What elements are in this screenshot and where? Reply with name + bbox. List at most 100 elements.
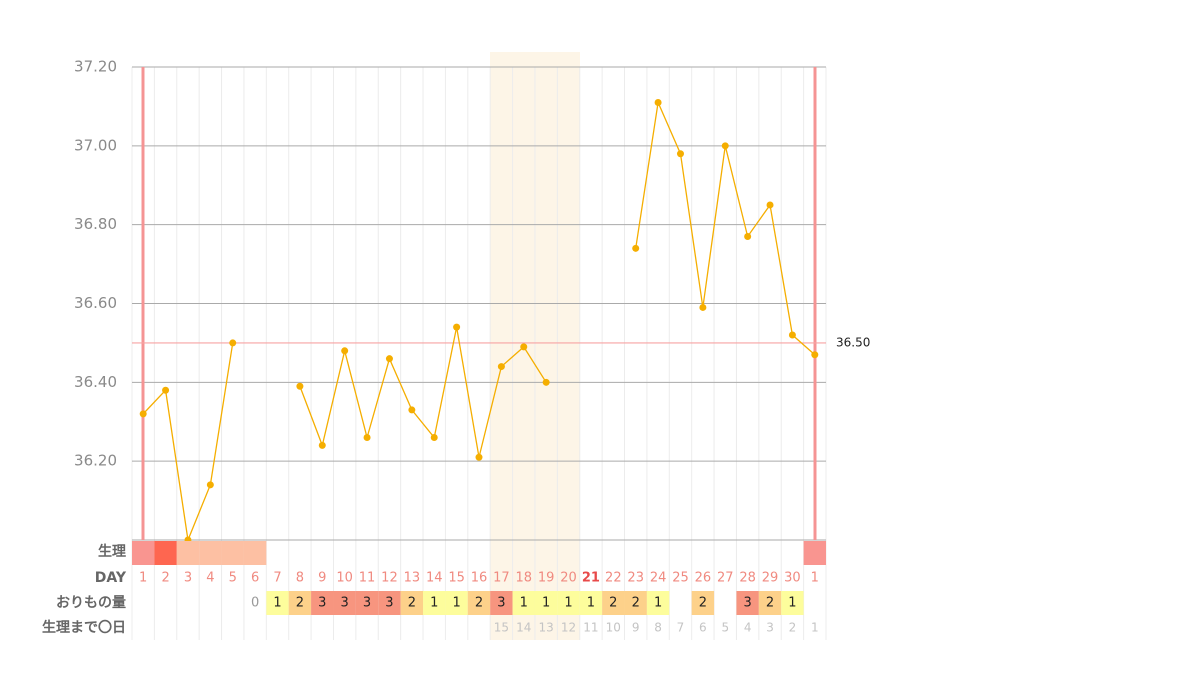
day-label: 4 bbox=[206, 571, 214, 586]
temperature-point bbox=[721, 142, 729, 150]
period-cell bbox=[803, 541, 826, 565]
countdown-value: 7 bbox=[677, 621, 685, 635]
day-label: 21 bbox=[582, 571, 600, 586]
discharge-value: 3 bbox=[318, 596, 326, 611]
temperature-point bbox=[341, 347, 349, 355]
temperature-point bbox=[162, 386, 170, 394]
countdown-value: 8 bbox=[654, 621, 662, 635]
discharge-cell bbox=[378, 591, 401, 615]
day-label: 12 bbox=[381, 571, 398, 586]
discharge-cell bbox=[736, 591, 759, 615]
discharge-value: 1 bbox=[542, 596, 550, 611]
discharge-cell bbox=[423, 591, 446, 615]
y-tick-label: 36.40 bbox=[74, 373, 117, 391]
discharge-cell bbox=[691, 591, 715, 615]
day-label: 20 bbox=[560, 571, 577, 586]
discharge-cell bbox=[288, 591, 312, 615]
discharge-value: 0 bbox=[251, 596, 259, 611]
discharge-value: 2 bbox=[475, 596, 483, 611]
countdown-value: 5 bbox=[721, 621, 729, 635]
temperature-point bbox=[520, 343, 528, 351]
temperature-point bbox=[654, 98, 662, 106]
temperature-point bbox=[139, 410, 147, 418]
discharge-value: 3 bbox=[744, 596, 752, 611]
discharge-value: 2 bbox=[408, 596, 416, 611]
day-label: 9 bbox=[318, 571, 326, 586]
discharge-cell bbox=[490, 591, 513, 615]
y-tick-label: 36.20 bbox=[74, 452, 117, 470]
discharge-value: 1 bbox=[564, 596, 572, 611]
row-label: 生理まで〇日 bbox=[42, 619, 126, 636]
temperature-point bbox=[632, 244, 640, 252]
temperature-point bbox=[229, 339, 237, 347]
countdown-value: 15 bbox=[494, 621, 509, 635]
discharge-value: 1 bbox=[587, 596, 595, 611]
temperature-point bbox=[542, 378, 550, 386]
period-cell bbox=[132, 541, 155, 565]
day-label: 16 bbox=[471, 571, 488, 586]
y-tick-label: 37.00 bbox=[74, 136, 117, 154]
temperature-point bbox=[744, 232, 752, 240]
discharge-value: 2 bbox=[632, 596, 640, 611]
row-label: 生理 bbox=[98, 543, 126, 560]
period-cell bbox=[199, 541, 222, 565]
countdown-value: 1 bbox=[811, 621, 819, 635]
day-label: 2 bbox=[161, 571, 169, 586]
discharge-cell bbox=[311, 591, 334, 615]
discharge-value: 2 bbox=[699, 596, 707, 611]
discharge-value: 1 bbox=[452, 596, 460, 611]
discharge-value: 1 bbox=[273, 596, 281, 611]
discharge-cell bbox=[400, 591, 424, 615]
discharge-value: 1 bbox=[520, 596, 528, 611]
countdown-value: 12 bbox=[561, 621, 576, 635]
discharge-value: 1 bbox=[654, 596, 662, 611]
day-label: 6 bbox=[251, 571, 259, 586]
period-cell bbox=[243, 541, 267, 565]
countdown-value: 3 bbox=[766, 621, 774, 635]
discharge-value: 3 bbox=[341, 596, 349, 611]
countdown-value: 2 bbox=[789, 621, 797, 635]
day-label: 11 bbox=[359, 571, 376, 586]
discharge-cell bbox=[579, 591, 603, 615]
discharge-value: 3 bbox=[363, 596, 371, 611]
temperature-point bbox=[811, 351, 819, 359]
discharge-value: 2 bbox=[766, 596, 774, 611]
row-label: おりもの量 bbox=[56, 595, 126, 611]
temperature-point bbox=[676, 150, 684, 158]
day-label: 5 bbox=[229, 571, 237, 586]
discharge-value: 1 bbox=[430, 596, 438, 611]
period-cell bbox=[221, 541, 244, 565]
discharge-value: 2 bbox=[296, 596, 304, 611]
day-label: 13 bbox=[404, 571, 421, 586]
temperature-point bbox=[453, 323, 461, 331]
temperature-point bbox=[206, 481, 214, 489]
day-label: 15 bbox=[448, 571, 465, 586]
reference-label: 36.50 bbox=[836, 335, 870, 349]
temperature-point bbox=[766, 201, 774, 209]
temperature-point bbox=[788, 331, 796, 339]
day-label: 1 bbox=[139, 571, 147, 586]
temperature-point bbox=[497, 363, 505, 371]
row-label: DAY bbox=[95, 570, 127, 586]
temperature-point bbox=[385, 355, 393, 363]
discharge-value: 3 bbox=[497, 596, 505, 611]
discharge-cell bbox=[534, 591, 558, 615]
period-cell bbox=[154, 541, 177, 565]
discharge-cell bbox=[781, 591, 804, 615]
day-label: 10 bbox=[336, 571, 353, 586]
discharge-value: 3 bbox=[385, 596, 393, 611]
countdown-value: 13 bbox=[539, 621, 554, 635]
countdown-value: 14 bbox=[516, 621, 531, 635]
discharge-cell bbox=[624, 591, 647, 615]
day-label: 19 bbox=[538, 571, 555, 586]
day-label: 1 bbox=[811, 571, 819, 586]
discharge-cell bbox=[467, 591, 491, 615]
y-tick-label: 37.20 bbox=[74, 58, 117, 76]
day-label: 27 bbox=[717, 571, 734, 586]
discharge-cell bbox=[758, 591, 782, 615]
countdown-value: 9 bbox=[632, 621, 640, 635]
temperature-point bbox=[699, 303, 707, 311]
temperature-point bbox=[318, 441, 326, 449]
discharge-value: 1 bbox=[788, 596, 796, 611]
day-label: 7 bbox=[273, 571, 281, 586]
